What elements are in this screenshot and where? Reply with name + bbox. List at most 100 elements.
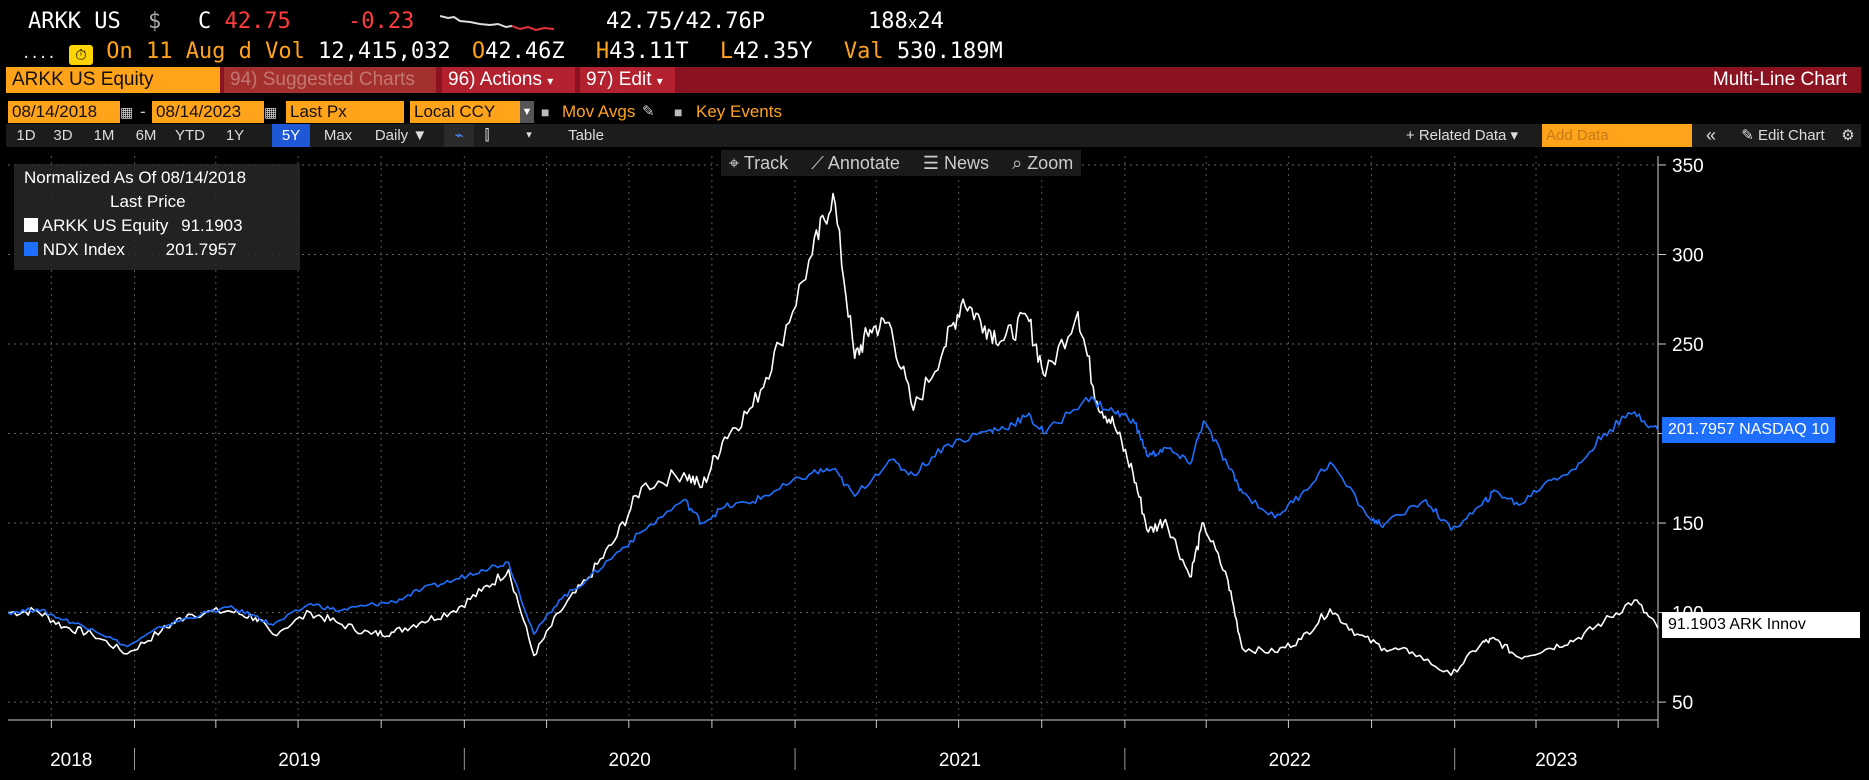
chart-type-label: Multi-Line Chart [1712,69,1847,90]
settings-gear-icon[interactable]: ⚙ [1841,127,1855,144]
chevron-down-icon: ▾ [547,74,554,88]
table-button[interactable]: Table [568,127,604,144]
chevron-down-icon[interactable]: ▾ [526,129,532,141]
annotate-label: Annotate [827,153,900,173]
track-label: Track [743,153,789,173]
y-tick-label: 250 [1672,335,1704,356]
arkk-last-value-tag: 91.1903 ARK Innov [1662,612,1860,638]
magnifier-icon: ⌕ [1012,153,1023,173]
vol-label: Vol [265,39,305,64]
change: -0.23 [348,9,415,34]
y-tick-label: 350 [1672,156,1704,177]
chart-legend: Normalized As Of 08/14/2018 Last Price A… [14,164,300,270]
bid-ask-block: 42.75/42.76P [606,10,765,34]
currency-symbol: $ [147,9,162,34]
currency-select[interactable]: Local CCY [410,101,520,123]
frequency-select[interactable]: Daily ▼ [374,127,428,144]
related-data-button[interactable]: + Related Data ▾ [1405,127,1519,144]
low-label: L [719,39,734,64]
key-events-label[interactable]: Key Events [696,102,782,121]
last-price-block: C 42.75 [198,10,291,34]
ticker[interactable]: ARKK US [28,9,121,34]
size2: 24 [917,9,944,34]
y-tick-label: 150 [1672,514,1704,535]
checkbox-icon[interactable]: ■ [541,104,550,120]
bar-chart-icon[interactable]: ⫿ [484,127,490,144]
val-label: Val [843,39,884,64]
range-1d[interactable]: 1D [16,127,36,144]
legend-item-arkk[interactable]: ARKK US Equity 91.1903 [24,216,243,236]
zoom-button[interactable]: ⌕ Zoom [1012,153,1073,173]
chevron-down-icon[interactable]: ▼ [520,101,534,123]
legend-item-ndx[interactable]: NDX Index 201.7957 [24,240,237,260]
actions-menu[interactable]: 96) Actions ▾ [442,67,575,93]
x-tick-label: 2021 [939,750,981,771]
series-line[interactable] [7,396,1659,648]
legend-value: 201.7957 [165,240,237,259]
suggested-charts-button[interactable]: 94) Suggested Charts [224,67,436,93]
last-price: 42.75 [224,9,291,34]
high-label: H [595,39,610,64]
low-suffix: Y [799,39,813,64]
legend-swatch [24,242,38,256]
news-button[interactable]: ☰ News [923,153,989,173]
alert-icon[interactable]: ⏱ [68,45,93,65]
legend-swatch [24,218,38,232]
end-date-input[interactable]: 08/14/2023 [152,101,264,123]
legend-value: 91.1903 [181,216,243,235]
range-5y[interactable]: 5Y [272,124,310,147]
edit-chart-label: Edit Chart [1758,127,1825,144]
size: 188 [868,9,908,34]
collapse-icon[interactable]: « [1705,125,1716,145]
chart-toolbar: ⌖ Track ⟋ Annotate ☰ News ⌕ Zoom [721,150,1082,176]
zoom-label: Zoom [1027,153,1074,173]
edit-chart-button[interactable]: ✎ Edit Chart [1728,124,1838,147]
calendar-icon[interactable]: ▦ [120,104,134,120]
mov-avgs-label[interactable]: Mov Avgs [562,102,636,121]
open: 42.46 [485,39,552,64]
range-1y[interactable]: 1Y [225,127,245,144]
x-tick-label: 2018 [50,750,92,771]
open-label: O [471,39,486,64]
security-field[interactable]: ARKK US Equity [6,67,220,93]
title-bar: ARKK US Equity 94) Suggested Charts 96) … [6,67,1861,93]
sparkline-icon [440,15,555,32]
line-chart-icon[interactable]: ⌁ [444,124,474,147]
range-1m[interactable]: 1M [93,127,115,144]
start-date-input[interactable]: 08/14/2018 [8,101,120,123]
field-select[interactable]: Last Px [286,101,404,123]
range-3d[interactable]: 3D [53,127,73,144]
calendar-icon[interactable]: ▦ [264,104,278,120]
pencil-icon: ✎ [1741,127,1754,144]
quote-line-1: ARKK US $ [28,10,161,34]
bid-ask-suffix: P [751,9,765,34]
c-label: C [198,9,212,34]
open-suffix: Z [551,39,565,64]
legend-name: NDX Index [42,240,125,259]
bid-ask: 42.75/42.76 [606,9,752,34]
high: 43.11 [609,39,676,64]
legend-name: ARKK US Equity [41,216,169,235]
add-data-input[interactable]: Add Data [1542,124,1692,147]
annotate-icon: ⟋ [811,153,824,173]
x-tick-label: 2022 [1269,750,1311,771]
news-label: News [944,153,990,173]
annotate-button[interactable]: ⟋ Annotate [811,153,900,173]
checkbox-icon[interactable]: ■ [674,104,683,120]
pencil-icon[interactable]: ✎ [642,103,655,120]
x-tick-label: 2020 [609,750,651,771]
legend-subtitle: Last Price [110,192,186,211]
high-suffix: T [675,39,689,64]
crosshair-icon: ⌖ [729,153,740,173]
range-max[interactable]: Max [323,127,353,144]
size-sep: x [907,13,918,32]
x-tick-label: 2023 [1535,750,1577,771]
vol: 12,415,032 [318,39,451,64]
edit-menu[interactable]: 97) Edit ▾ [580,67,675,93]
as-of: On 11 Aug d [106,39,252,64]
series-line[interactable] [7,192,1659,677]
x-tick-label: 2019 [278,750,320,771]
range-6m[interactable]: 6M [135,127,157,144]
range-ytd[interactable]: YTD [175,127,205,144]
track-button[interactable]: ⌖ Track [729,153,788,173]
